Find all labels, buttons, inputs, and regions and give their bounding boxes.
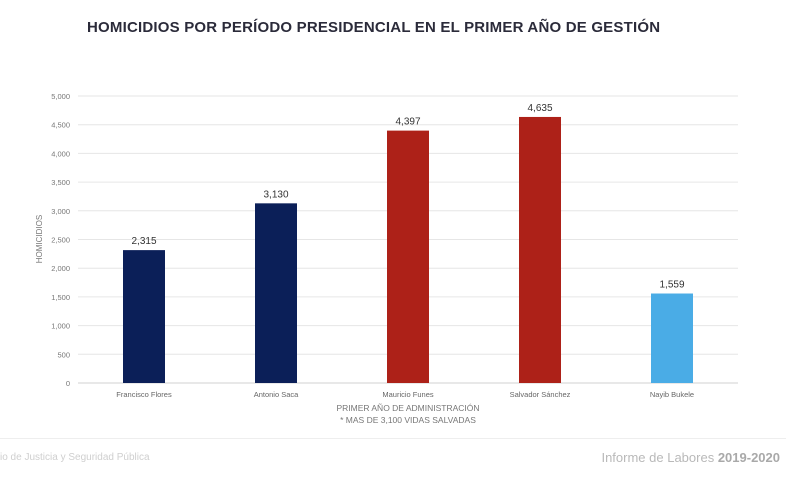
y-tick-label: 3,000 xyxy=(51,207,70,216)
x-tick-label: Francisco Flores xyxy=(116,390,172,399)
y-tick-label: 3,500 xyxy=(51,178,70,187)
footer-divider xyxy=(0,438,786,439)
bar-value-label: 2,315 xyxy=(131,236,156,247)
bar xyxy=(387,130,429,383)
y-tick-label: 4,500 xyxy=(51,121,70,130)
footer-report-label: Informe de Labores 2019-2020 xyxy=(601,450,780,465)
y-tick-label: 4,000 xyxy=(51,149,70,158)
y-tick-label: 1,500 xyxy=(51,293,70,302)
footer-ministry-text: io de Justicia y Seguridad Pública xyxy=(0,452,150,463)
bar-value-label: 3,130 xyxy=(263,189,288,200)
bar-value-label: 4,635 xyxy=(527,103,552,114)
bar xyxy=(519,116,561,384)
x-tick-label: Salvador Sánchez xyxy=(510,390,571,399)
y-tick-label: 2,500 xyxy=(51,236,70,245)
x-tick-label: Nayib Bukele xyxy=(650,390,694,399)
bar-value-label: 4,397 xyxy=(395,117,420,128)
y-tick-label: 1,000 xyxy=(51,322,70,331)
x-tick-label: Mauricio Funes xyxy=(382,390,434,399)
x-axis-label: PRIMER AÑO DE ADMINISTRACIÓN xyxy=(336,403,479,413)
y-tick-label: 500 xyxy=(57,350,70,359)
footer-report-years: 2019-2020 xyxy=(717,450,780,465)
bar-value-label: 1,559 xyxy=(659,280,684,291)
y-axis-label: HOMICIDIOS xyxy=(35,215,44,263)
chart-title: HOMICIDIOS POR PERÍODO PRESIDENCIAL EN E… xyxy=(87,19,661,36)
y-tick-label: 5,000 xyxy=(51,92,70,101)
bar xyxy=(123,250,165,383)
y-tick-label: 2,000 xyxy=(51,264,70,273)
y-tick-label: 0 xyxy=(66,379,70,388)
chart-footnote: * MAS DE 3,100 VIDAS SALVADAS xyxy=(340,415,476,425)
footer-report-text: Informe de Labores xyxy=(601,450,718,465)
x-tick-label: Antonio Saca xyxy=(254,390,299,399)
bar xyxy=(651,293,693,383)
bar xyxy=(255,203,297,383)
